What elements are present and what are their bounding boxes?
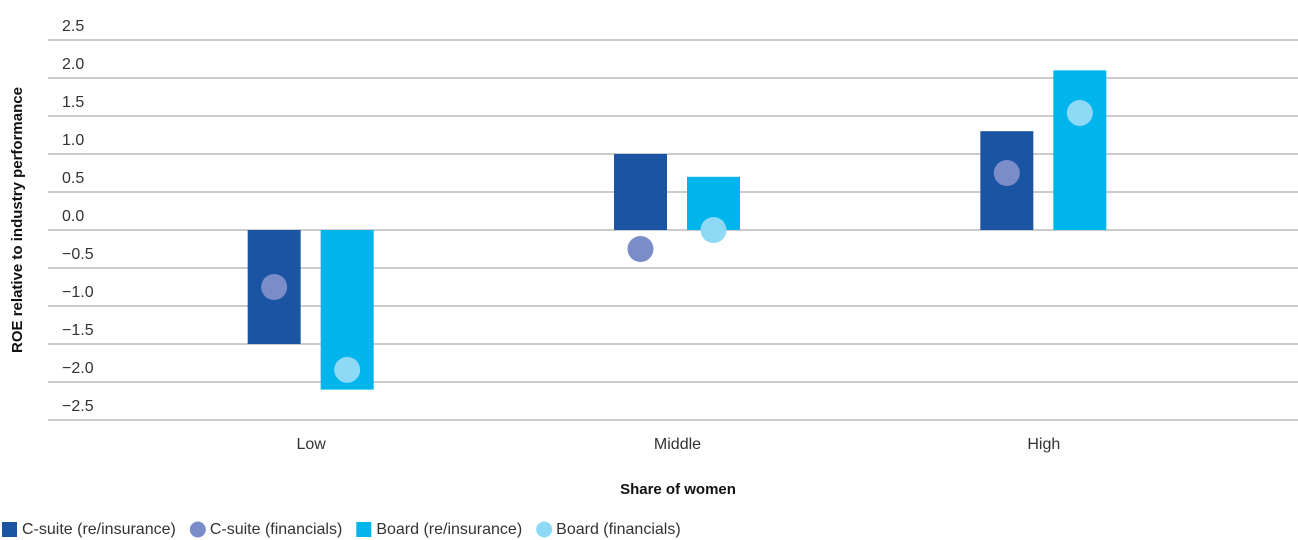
y-tick-label: 1.0: [62, 132, 84, 149]
y-tick-label: −1.5: [62, 322, 94, 339]
legend-swatch: [2, 522, 17, 537]
legend-label: Board (re/insurance): [376, 521, 522, 538]
x-tick-label: Low: [296, 436, 326, 453]
y-tick-label: 0.5: [62, 170, 84, 187]
dot: [334, 356, 361, 383]
y-tick-label: −0.5: [62, 246, 94, 263]
y-tick-label: −1.0: [62, 284, 94, 301]
dot: [1066, 99, 1093, 126]
y-tick-label: 0.0: [62, 208, 84, 225]
x-tick-label: High: [1027, 436, 1060, 453]
x-axis-label: Share of women: [620, 481, 736, 498]
bar: [1053, 70, 1107, 231]
y-tick-label: 1.5: [62, 94, 84, 111]
y-tick-label: 2.0: [62, 56, 84, 73]
legend-swatch: [536, 521, 553, 538]
dot: [627, 236, 654, 262]
bar: [614, 154, 667, 230]
y-tick-label: 2.5: [62, 18, 84, 35]
y-tick-label: −2.0: [62, 360, 94, 377]
dot: [261, 274, 288, 300]
legend-swatch: [189, 521, 206, 538]
dot: [700, 217, 727, 243]
legend-label: Board (financials): [556, 521, 681, 538]
x-tick-label: Middle: [654, 436, 701, 453]
y-axis-label: ROE relative to industry performance: [9, 87, 26, 353]
legend-label: C-suite (re/insurance): [22, 521, 176, 538]
y-tick-label: −2.5: [62, 398, 94, 415]
dot: [993, 160, 1020, 186]
legend-label: C-suite (financials): [210, 521, 342, 538]
legend-swatch: [356, 522, 372, 537]
